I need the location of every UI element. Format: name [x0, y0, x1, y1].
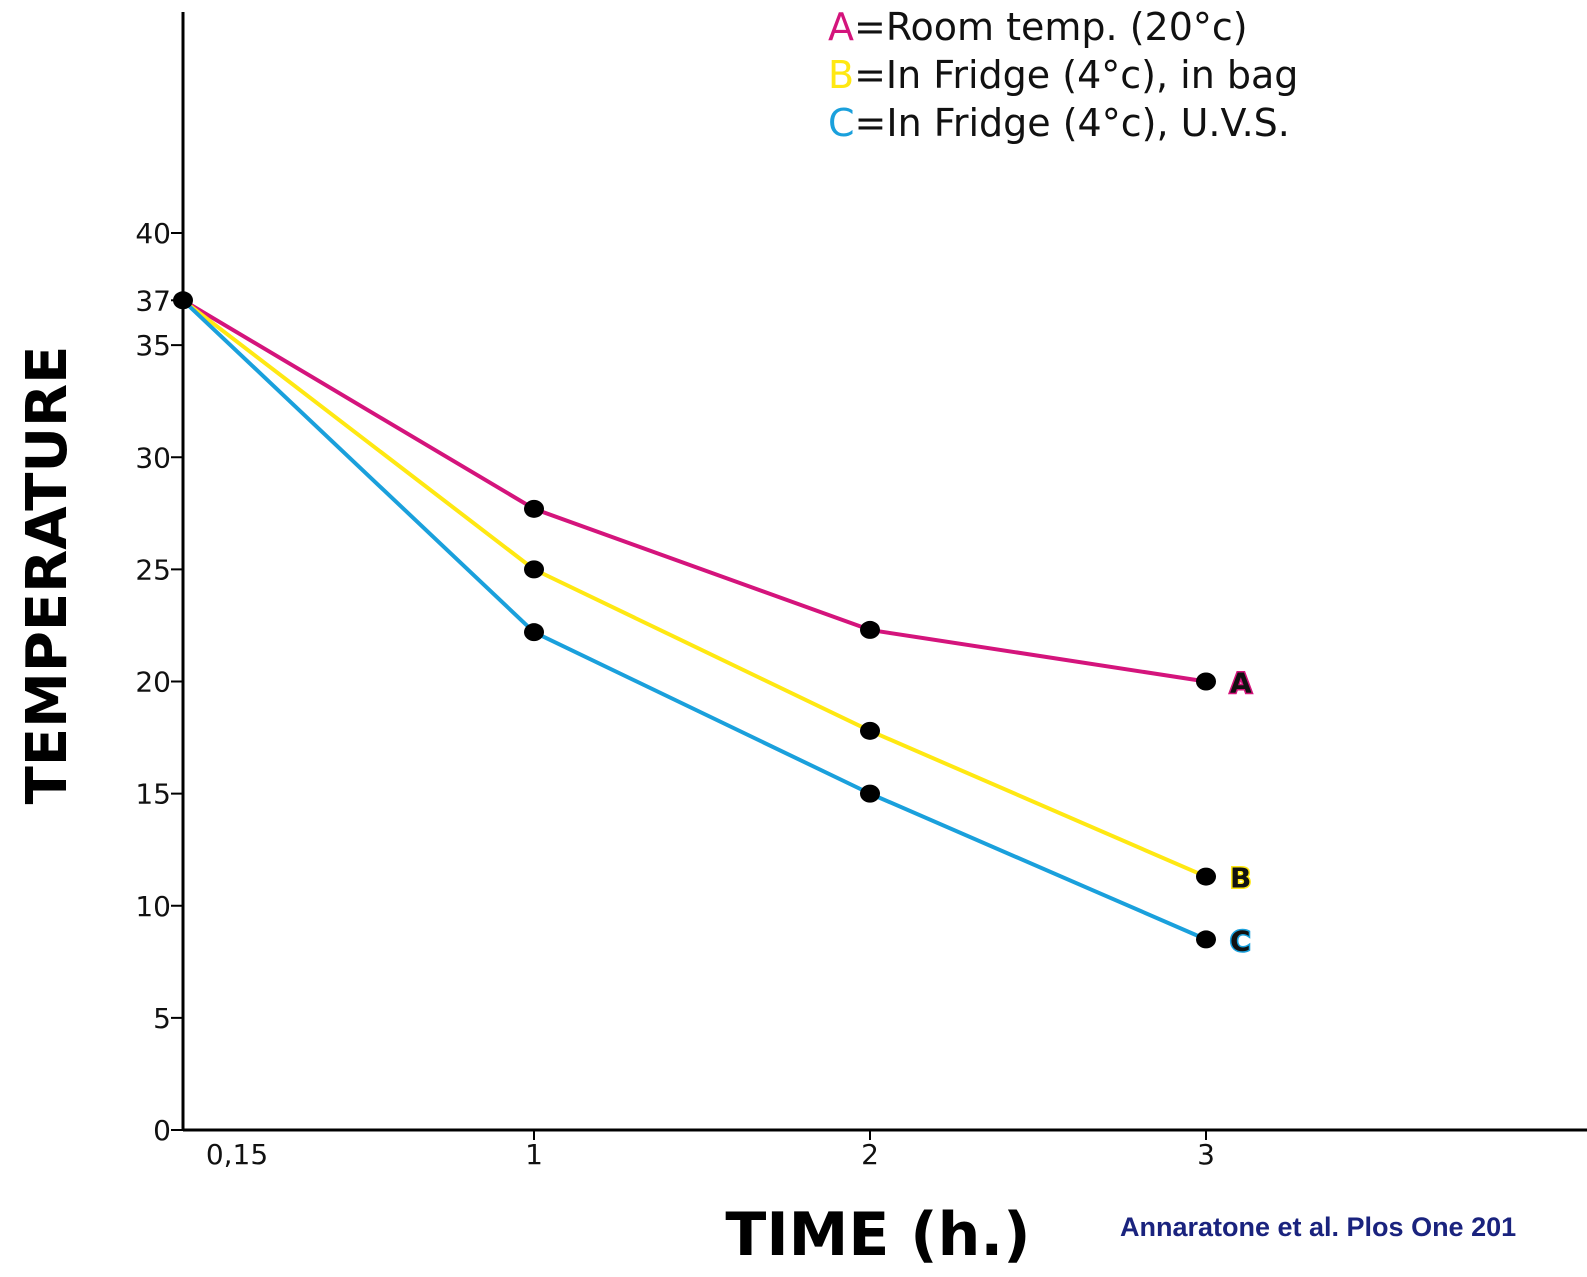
series-end-label-c: C	[1230, 924, 1251, 957]
series-points	[173, 291, 1216, 949]
series-end-labels: A BC	[1229, 665, 1254, 959]
y-tick-label: 0	[153, 1114, 171, 1147]
data-point-a	[524, 499, 544, 518]
data-point-c	[524, 623, 544, 642]
legend-key: C	[828, 101, 855, 145]
legend-entry-c: C=In Fridge (4°c), U.V.S.	[828, 101, 1290, 145]
y-tick-label: 35	[135, 329, 171, 362]
y-tick-label: 15	[135, 778, 171, 811]
series-line-a	[181, 298, 1207, 684]
series-end-label-a: A	[1230, 667, 1252, 700]
legend: A=Room temp. (20°c)B=In Fridge (4°c), in…	[828, 5, 1298, 145]
legend-key: B	[828, 53, 854, 97]
y-tick-label: 30	[135, 441, 171, 474]
data-point-a	[173, 291, 193, 310]
y-tick-label: 37	[135, 284, 171, 317]
legend-description: =In Fridge (4°c), U.V.S.	[855, 101, 1290, 145]
x-tick-label: 1	[525, 1138, 543, 1171]
legend-entry-a: A=Room temp. (20°c)	[828, 5, 1248, 49]
data-point-b	[524, 560, 544, 579]
data-point-b	[860, 721, 880, 740]
data-point-a	[1196, 672, 1216, 691]
data-point-a	[860, 620, 880, 639]
x-tick-label: 3	[1197, 1138, 1215, 1171]
y-tick-label: 40	[135, 217, 171, 250]
y-tick-label: 10	[135, 890, 171, 923]
citation: Annaratone et al. Plos One 201	[1120, 1212, 1517, 1242]
data-point-b	[1196, 867, 1216, 886]
x-tick-label: 0,15	[206, 1138, 268, 1171]
data-point-c	[1196, 930, 1216, 949]
legend-description: =Room temp. (20°c)	[854, 5, 1248, 49]
x-axis-ticks: 0,15 1 2 3	[206, 1130, 1215, 1171]
series-line-b	[181, 298, 1207, 879]
x-axis-title: TIME (h.)	[725, 1200, 1030, 1270]
x-tick-label: 2	[861, 1138, 879, 1171]
legend-entry-b: B=In Fridge (4°c), in bag	[828, 53, 1298, 97]
y-tick-label: 5	[153, 1002, 171, 1035]
legend-key: A	[828, 5, 854, 49]
y-tick-label: 25	[135, 553, 171, 586]
y-axis-ticks: 0 5 10 15 20 25 30 35 37 40	[135, 217, 183, 1147]
y-axis-title: TEMPERATURE	[15, 346, 80, 805]
series-line-c	[181, 298, 1207, 942]
y-tick-label: 20	[135, 666, 171, 699]
data-point-c	[860, 784, 880, 803]
series-lines	[181, 298, 1207, 942]
axes	[181, 12, 1587, 1132]
legend-description: =In Fridge (4°c), in bag	[854, 53, 1298, 97]
series-end-label-b: B	[1230, 862, 1251, 895]
